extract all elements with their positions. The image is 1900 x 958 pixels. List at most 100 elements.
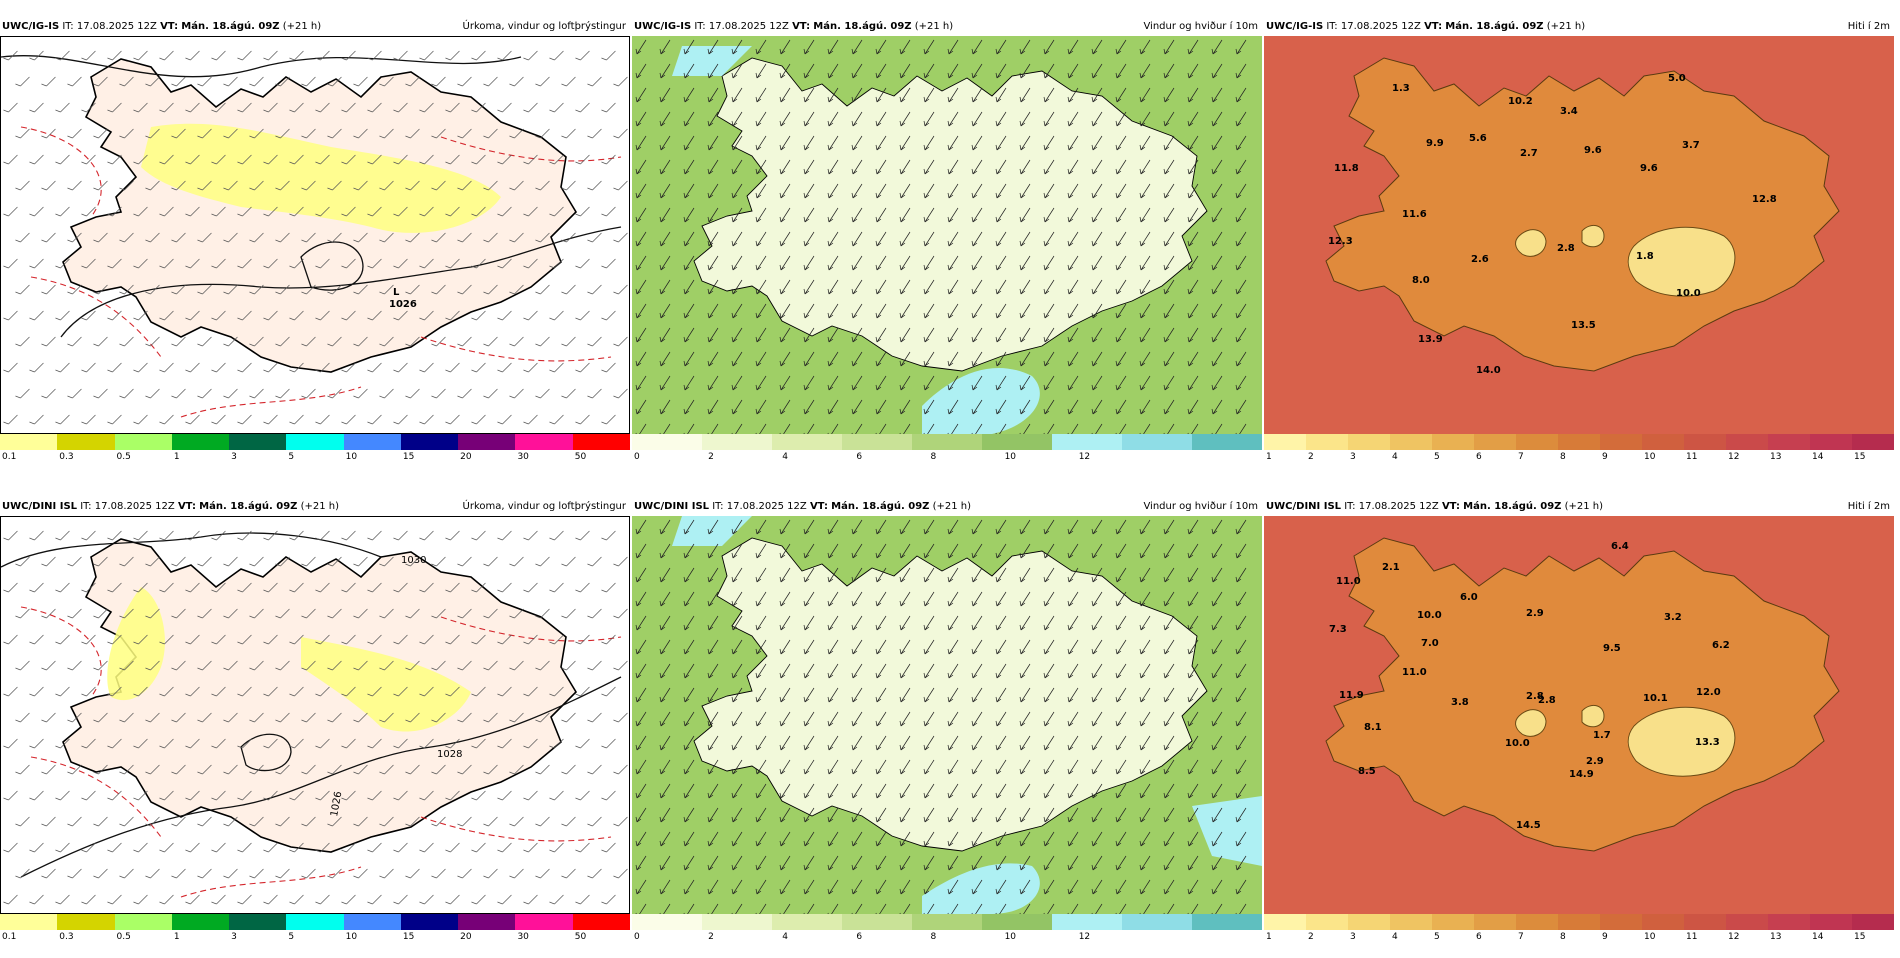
wind-arrow <box>683 375 695 391</box>
wind-barb <box>457 608 472 619</box>
wind-barb <box>15 232 30 243</box>
precip-map: 1030 1028 1026 <box>0 516 630 914</box>
wind-barb <box>81 102 96 113</box>
strong-wind-area <box>672 46 1040 434</box>
wind-barb <box>275 816 290 827</box>
wind-barb <box>523 738 538 749</box>
wind-barb <box>445 206 460 217</box>
wind-arrow <box>779 519 791 535</box>
wind-arrow <box>1235 399 1247 415</box>
wind-barb <box>3 310 18 321</box>
wind-arrow <box>971 279 983 295</box>
wind-barb <box>55 154 70 165</box>
wind-barb <box>523 894 538 905</box>
wind-arrow <box>1019 831 1031 847</box>
wind-barb <box>535 816 550 827</box>
wind-barb <box>379 232 394 243</box>
wind-arrow <box>1187 735 1199 751</box>
wind-arrow <box>995 519 1007 535</box>
wind-arrow <box>875 687 887 703</box>
wind-barb <box>171 232 186 243</box>
wind-arrow <box>1043 135 1055 151</box>
wind-arrow <box>1067 519 1079 535</box>
wind-barb <box>575 102 590 113</box>
wind-barb <box>29 206 44 217</box>
wind-barb <box>237 258 252 269</box>
wind-barb <box>15 128 30 139</box>
wind-arrow <box>1019 591 1031 607</box>
temperature-label: 2.8 <box>1526 691 1544 702</box>
wind-barb <box>93 556 108 567</box>
vt-value: Mán. 18.ágú. 09Z <box>831 501 930 512</box>
wind-arrow <box>1043 759 1055 775</box>
wind-arrow <box>803 63 815 79</box>
wind-barb <box>55 206 70 217</box>
wind-arrow <box>1115 687 1127 703</box>
rain-area <box>141 123 501 233</box>
wind-arrow <box>1211 207 1223 223</box>
panel-header: UWC/IG-IS IT: 17.08.2025 12Z VT: Mán. 18… <box>0 18 630 36</box>
colorbar-tick-label: 8 <box>930 452 937 462</box>
wind-arrow <box>755 639 767 655</box>
wind-arrow <box>779 351 791 367</box>
wind-arrow <box>659 231 671 247</box>
wind-barb <box>145 336 160 347</box>
wind-arrow <box>1235 255 1247 271</box>
wind-barb <box>535 336 550 347</box>
wind-barb <box>159 154 174 165</box>
wind-barb <box>263 582 278 593</box>
wind-barb <box>275 388 290 399</box>
wind-arrow <box>1235 687 1247 703</box>
wind-barb <box>535 712 550 723</box>
colorbar-tick-label: 0.5 <box>116 452 131 462</box>
temp-colorbar <box>1264 434 1894 450</box>
wind-arrow <box>851 327 863 343</box>
wind-arrow <box>1091 831 1103 847</box>
wind-arrow <box>755 543 767 559</box>
wind-arrow <box>779 735 791 751</box>
wind-barb <box>613 388 628 399</box>
panel-precip-row2: UWC/DINI ISL IT: 17.08.2025 12Z VT: Mán.… <box>0 498 630 958</box>
temperature-label: 2.9 <box>1586 756 1604 767</box>
wind-barb <box>379 556 394 567</box>
wind-arrow <box>851 303 863 319</box>
wind-arrow <box>899 399 911 415</box>
wind-barb <box>289 894 304 905</box>
wind-barb <box>405 608 420 619</box>
wind-arrow <box>851 63 863 79</box>
wind-arrow <box>1019 543 1031 559</box>
wind-barb <box>523 50 538 61</box>
colorbar-tick-label: 4 <box>1392 452 1398 462</box>
wind-arrow <box>1163 159 1175 175</box>
wind-barb <box>185 842 200 853</box>
wind-barb <box>289 582 304 593</box>
wind-barb <box>601 582 616 593</box>
wind-barb <box>249 388 264 399</box>
wind-arrow <box>803 87 815 103</box>
wind-arrow <box>1091 351 1103 367</box>
colorbar-tick-label: 9 <box>1602 452 1608 462</box>
wind-barb <box>445 842 460 853</box>
wind-arrow <box>1211 711 1223 727</box>
wind-arrow <box>755 39 767 55</box>
wind-barb <box>327 232 342 243</box>
wind-arrow <box>1235 207 1247 223</box>
wind-barb <box>315 414 330 425</box>
wind-barb <box>223 764 238 775</box>
wind-arrow <box>923 687 935 703</box>
wind-arrow <box>1187 687 1199 703</box>
colorbar-swatch <box>458 434 516 450</box>
wind-arrow <box>851 663 863 679</box>
wind-arrow <box>827 159 839 175</box>
wind-barb <box>457 128 472 139</box>
wind-arrow <box>683 159 695 175</box>
wind-arrow <box>707 303 719 319</box>
wind-arrow <box>1043 375 1055 391</box>
wind-barb <box>431 764 446 775</box>
wind-barb <box>341 790 356 801</box>
wind-barb <box>3 258 18 269</box>
wind-arrow <box>1163 591 1175 607</box>
wind-arrow <box>1235 567 1247 583</box>
wind-arrow <box>1139 159 1151 175</box>
wind-arrow <box>1139 207 1151 223</box>
